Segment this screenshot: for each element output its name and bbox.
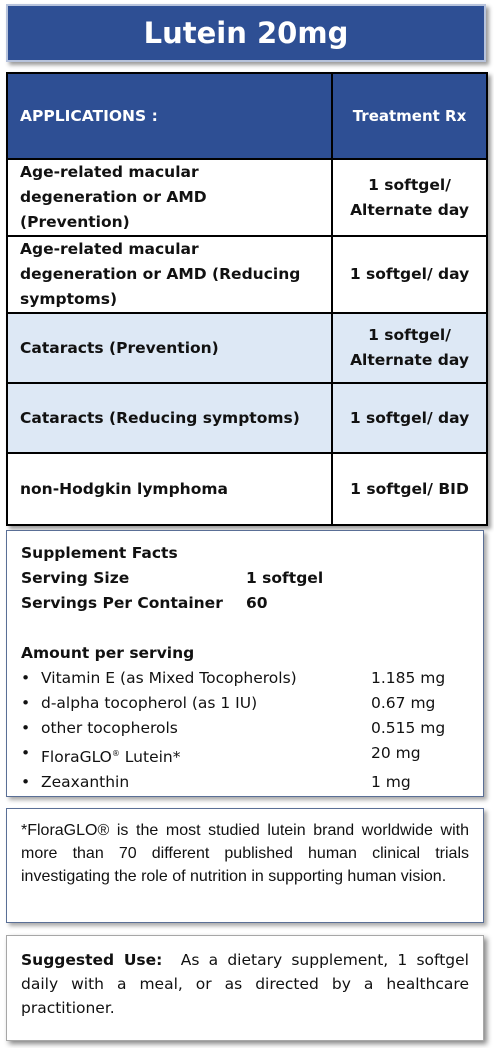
dose-cell: 1 softgel/ Alternate day (331, 158, 488, 237)
servings-per-container-value: 60 (246, 594, 268, 612)
table-row: Age-related macular degeneration or AMD … (6, 158, 488, 237)
list-item: • Zeaxanthin 1 mg (21, 770, 483, 795)
amount-per-serving-heading: Amount per serving (21, 644, 195, 662)
list-item: • Vitamin E (as Mixed Tocopherols) 1.185… (21, 666, 483, 691)
nutrient-amount: 1 mg (371, 773, 411, 792)
applications-table: APPLICATIONS : Treatment Rx Age-related … (6, 72, 488, 526)
dose-cell: 1 softgel/ BID (331, 452, 488, 526)
application-cell: Age-related macular degeneration or AMD … (6, 235, 333, 314)
dose-cell: 1 softgel/ Alternate day (331, 312, 488, 384)
application-cell: Age-related macular degeneration or AMD … (6, 158, 333, 237)
product-title: Lutein 20mg (143, 16, 349, 50)
nutrient-amount: 0.67 mg (371, 694, 436, 712)
applications-header: APPLICATIONS : (6, 72, 333, 160)
floraglo-note-box: *FloraGLO® is the most studied lutein br… (6, 808, 484, 923)
serving-size-label: Serving Size (21, 569, 130, 587)
nutrient-name: Zeaxanthin (41, 773, 130, 792)
suggested-use-box: Suggested Use: As a dietary supplement, … (6, 935, 484, 1041)
table-row: Cataracts (Reducing symptoms) 1 softgel/… (6, 382, 488, 454)
suggested-use-label: Suggested Use: (21, 951, 163, 969)
table-row: non-Hodgkin lymphoma 1 softgel/ BID (6, 452, 488, 526)
nutrient-amount: 1.185 mg (371, 669, 446, 687)
list-item: • other tocopherols 0.515 mg (21, 716, 483, 741)
nutrient-name: d-alpha tocopherol (as 1 IU) (41, 694, 258, 712)
list-item: • d-alpha tocopherol (as 1 IU) 0.67 mg (21, 691, 483, 716)
floraglo-note-text: *FloraGLO® is the most studied lutein br… (21, 822, 469, 885)
nutrient-amount: 20 mg (371, 744, 421, 762)
application-cell: Cataracts (Prevention) (6, 312, 333, 384)
supplement-facts-box: Supplement Facts Serving Size 1 softgel … (6, 530, 484, 797)
servings-per-container-row: Servings Per Container 60 (21, 591, 483, 616)
nutrient-name-main: FloraGLO (41, 748, 112, 767)
table-row: Age-related macular degeneration or AMD … (6, 235, 488, 314)
product-title-banner: Lutein 20mg (6, 4, 486, 62)
nutrient-name-rest: Lutein* (119, 748, 181, 767)
serving-size-row: Serving Size 1 softgel (21, 566, 483, 591)
dose-cell: 1 softgel/ day (331, 235, 488, 314)
dose-cell: 1 softgel/ day (331, 382, 488, 454)
nutrient-name: Vitamin E (as Mixed Tocopherols) (41, 669, 297, 687)
bullet-icon: • (21, 773, 31, 792)
suggested-use-text: As a dietary supplement, 1 softgel daily… (21, 951, 469, 1017)
nutrient-list: • Vitamin E (as Mixed Tocopherols) 1.185… (21, 666, 483, 795)
table-header-row: APPLICATIONS : Treatment Rx (6, 72, 488, 160)
treatment-header: Treatment Rx (331, 72, 488, 160)
registered-mark: ® (111, 749, 120, 758)
bullet-icon: • (21, 669, 31, 687)
nutrient-name: FloraGLO® Lutein* (41, 741, 371, 770)
bullet-icon: • (21, 719, 31, 737)
bullet-icon: • (21, 694, 31, 712)
servings-per-container-label: Servings Per Container (21, 594, 223, 612)
nutrient-name: other tocopherols (41, 719, 178, 737)
serving-size-value: 1 softgel (246, 569, 324, 587)
bullet-icon: • (21, 744, 31, 762)
nutrient-amount: 0.515 mg (371, 719, 446, 737)
list-item: • FloraGLO® Lutein* 20 mg (21, 741, 483, 770)
application-cell: non-Hodgkin lymphoma (6, 452, 333, 526)
supplement-facts-heading: Supplement Facts (21, 544, 178, 562)
application-cell: Cataracts (Reducing symptoms) (6, 382, 333, 454)
table-row: Cataracts (Prevention) 1 softgel/ Altern… (6, 312, 488, 384)
